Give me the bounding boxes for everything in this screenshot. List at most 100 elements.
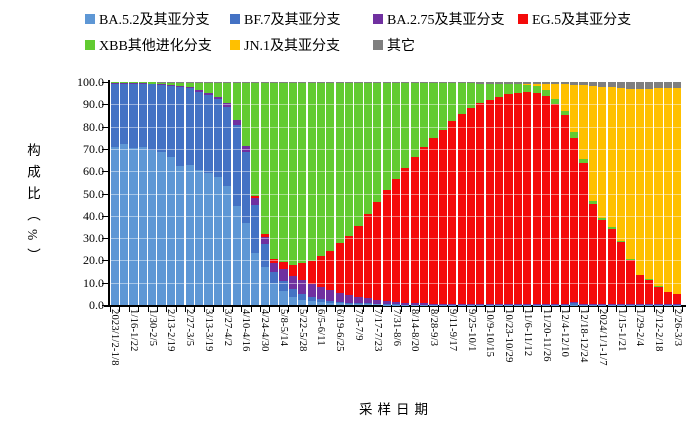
segment-eg5 — [495, 96, 504, 305]
segment-xbb — [504, 83, 513, 95]
y-tick — [102, 282, 108, 284]
segment-eg5 — [429, 137, 438, 304]
segment-eg5 — [485, 100, 494, 305]
plot-area — [110, 82, 682, 305]
segment-other — [438, 82, 447, 84]
segment-jn1 — [616, 87, 626, 241]
legend-label: 其它 — [387, 39, 415, 54]
y-tick-label: 100.0 — [77, 75, 104, 89]
segment-eg5 — [438, 129, 447, 304]
segment-xbb — [326, 83, 335, 251]
segment-jn1 — [635, 88, 644, 275]
x-tick-label: 11/6-11/12 — [521, 309, 533, 357]
segment-eg5 — [541, 95, 551, 305]
segment-ba275 — [335, 292, 344, 302]
segment-xbb — [626, 258, 635, 260]
x-tick-label: 2/27-3/5 — [184, 309, 196, 347]
bar-stack — [616, 82, 626, 305]
x-tick — [644, 307, 646, 312]
segment-ba275 — [110, 82, 119, 84]
segment-ba52 — [185, 164, 194, 305]
segment-xbb — [260, 83, 269, 235]
legend-label: BA.5.2及其亚分支 — [99, 13, 210, 28]
segment-xbb — [635, 274, 644, 276]
bar-stack — [410, 82, 419, 305]
segment-ba275 — [194, 89, 204, 92]
segment-ba275 — [148, 83, 157, 85]
y-tick-label: 80.0 — [83, 119, 104, 134]
x-tick — [213, 307, 215, 312]
bar-stack — [270, 82, 279, 305]
x-tick — [456, 307, 458, 312]
x-tick — [203, 307, 205, 312]
bar-stack — [551, 82, 560, 305]
x-tick-label: 10/23-10/29 — [503, 309, 515, 363]
legend-row-1: BA.5.2及其亚分支 BF.7及其亚分支 BA.2.75及其亚分支 EG.5及其亚分… — [0, 6, 700, 32]
segment-xbb — [298, 83, 307, 264]
x-axis-title: 采样日期 — [359, 402, 433, 417]
segment-xbb — [448, 83, 457, 121]
segment-xbb — [316, 83, 326, 257]
y-tick — [102, 126, 108, 128]
x-tick-label: 7/3-7/9 — [352, 309, 364, 341]
segment-xbb — [157, 82, 166, 85]
segment-eg5 — [382, 190, 391, 302]
y-axis-line — [108, 80, 110, 307]
segment-other — [598, 82, 607, 87]
segment-ba52 — [288, 297, 297, 305]
segment-other — [673, 82, 682, 89]
bar-stack — [448, 82, 457, 305]
segment-eg5 — [288, 264, 297, 276]
segment-jn1 — [626, 88, 635, 259]
bar-stack — [185, 82, 194, 305]
bar-stack — [513, 82, 522, 305]
segment-bf7 — [148, 84, 157, 151]
bar-stack — [157, 82, 166, 305]
segment-other — [345, 82, 354, 84]
x-tick — [588, 307, 590, 312]
segment-other — [354, 82, 363, 84]
segment-bf7 — [138, 83, 147, 147]
legend-label: JN.1及其亚分支 — [244, 39, 341, 54]
x-tick — [241, 307, 243, 312]
segment-other — [485, 82, 494, 84]
bar-stack — [466, 82, 476, 305]
segment-other — [307, 82, 316, 84]
x-tick-label: 12/18-12/24 — [578, 309, 590, 363]
bar-stack — [570, 82, 579, 305]
segment-xbb — [307, 83, 316, 261]
segment-jn1 — [645, 88, 654, 280]
y-tick-label: 30.0 — [83, 231, 104, 246]
segment-ba275 — [429, 303, 438, 305]
bar-stack — [401, 82, 410, 305]
segment-xbb — [523, 84, 532, 92]
segment-eg5 — [663, 292, 673, 305]
bar-stack — [560, 82, 569, 305]
segment-ba275 — [288, 275, 297, 289]
segment-ba52 — [166, 156, 176, 305]
segment-other — [560, 82, 569, 85]
x-tick-label: 2024/1/1-1/7 — [596, 309, 608, 366]
bar-stack — [579, 82, 588, 305]
segment-xbb — [560, 110, 569, 116]
x-tick-label: 10/9-10/15 — [484, 309, 496, 358]
legend-label: EG.5及其亚分支 — [532, 13, 632, 28]
x-tick — [372, 307, 374, 312]
segment-ba52 — [194, 170, 204, 305]
x-tick — [288, 307, 290, 312]
segment-other — [194, 82, 204, 83]
x-tick — [297, 307, 299, 312]
segment-ba52 — [345, 303, 354, 305]
segment-xbb — [288, 83, 297, 265]
segment-other — [316, 82, 326, 84]
x-tick-label: 4/24-4/30 — [259, 309, 271, 352]
segment-bf7 — [326, 300, 335, 303]
x-tick — [494, 307, 496, 312]
y-tick — [102, 82, 108, 83]
segment-ba275 — [363, 298, 372, 304]
bar-stack — [391, 82, 401, 305]
legend-swatch-icon — [85, 14, 95, 24]
segment-other — [448, 82, 457, 84]
segment-ba52 — [307, 301, 316, 305]
y-tick — [102, 104, 108, 106]
